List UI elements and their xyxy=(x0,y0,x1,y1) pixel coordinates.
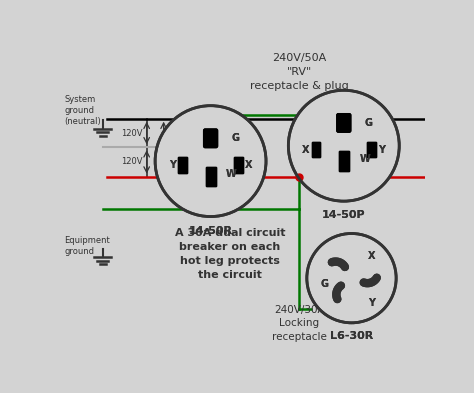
FancyBboxPatch shape xyxy=(204,129,218,147)
Text: G: G xyxy=(321,279,328,289)
FancyBboxPatch shape xyxy=(311,142,320,157)
Text: G: G xyxy=(365,118,373,128)
Text: System
ground
(neutral): System ground (neutral) xyxy=(64,95,101,126)
FancyBboxPatch shape xyxy=(178,157,187,173)
FancyBboxPatch shape xyxy=(367,142,376,157)
Text: 240V/50A
"RV"
receptacle & plug: 240V/50A "RV" receptacle & plug xyxy=(250,53,348,91)
Text: 120V: 120V xyxy=(121,129,143,138)
Text: X: X xyxy=(368,251,375,261)
FancyBboxPatch shape xyxy=(337,114,351,132)
Text: 14-50R: 14-50R xyxy=(189,226,233,236)
Text: 240V/30A
Locking
receptacle: 240V/30A Locking receptacle xyxy=(272,305,327,342)
Text: X: X xyxy=(245,160,253,170)
FancyBboxPatch shape xyxy=(234,157,243,173)
Text: X: X xyxy=(302,145,310,154)
Text: Y: Y xyxy=(378,145,385,154)
Text: X: X xyxy=(368,251,375,261)
Text: L6-30R: L6-30R xyxy=(330,331,373,340)
Text: W: W xyxy=(359,154,370,164)
Circle shape xyxy=(307,233,396,323)
FancyBboxPatch shape xyxy=(367,142,376,157)
Text: G: G xyxy=(232,133,240,143)
FancyBboxPatch shape xyxy=(204,129,218,147)
Text: Y: Y xyxy=(169,160,176,170)
FancyBboxPatch shape xyxy=(234,157,243,173)
FancyBboxPatch shape xyxy=(337,114,351,132)
Text: L6-30R: L6-30R xyxy=(330,331,373,340)
Text: Y: Y xyxy=(378,145,385,154)
FancyBboxPatch shape xyxy=(178,157,187,173)
Text: W: W xyxy=(359,154,370,164)
FancyBboxPatch shape xyxy=(311,142,320,157)
Circle shape xyxy=(288,90,399,201)
Text: G: G xyxy=(232,133,240,143)
Text: X: X xyxy=(245,160,253,170)
Circle shape xyxy=(307,233,396,323)
FancyBboxPatch shape xyxy=(339,151,349,171)
Text: Y: Y xyxy=(368,298,375,308)
FancyBboxPatch shape xyxy=(206,167,216,186)
Text: 14-50P: 14-50P xyxy=(322,210,365,220)
Text: 14-50R: 14-50R xyxy=(189,226,233,236)
Circle shape xyxy=(288,90,399,201)
FancyBboxPatch shape xyxy=(339,151,349,171)
Text: Y: Y xyxy=(169,160,176,170)
Text: G: G xyxy=(365,118,373,128)
Text: A 30A dual circuit
breaker on each
hot leg protects
the circuit: A 30A dual circuit breaker on each hot l… xyxy=(174,228,285,280)
Circle shape xyxy=(155,106,266,217)
Text: W: W xyxy=(226,169,237,179)
FancyBboxPatch shape xyxy=(206,167,216,186)
Text: X: X xyxy=(302,145,310,154)
Text: 240V: 240V xyxy=(167,143,188,152)
Text: 120V: 120V xyxy=(121,157,143,166)
Circle shape xyxy=(155,106,266,217)
Text: 14-50P: 14-50P xyxy=(322,210,365,220)
Text: Equipment
ground: Equipment ground xyxy=(64,236,110,256)
Text: W: W xyxy=(226,169,237,179)
Text: Y: Y xyxy=(368,298,375,308)
Text: G: G xyxy=(321,279,328,289)
